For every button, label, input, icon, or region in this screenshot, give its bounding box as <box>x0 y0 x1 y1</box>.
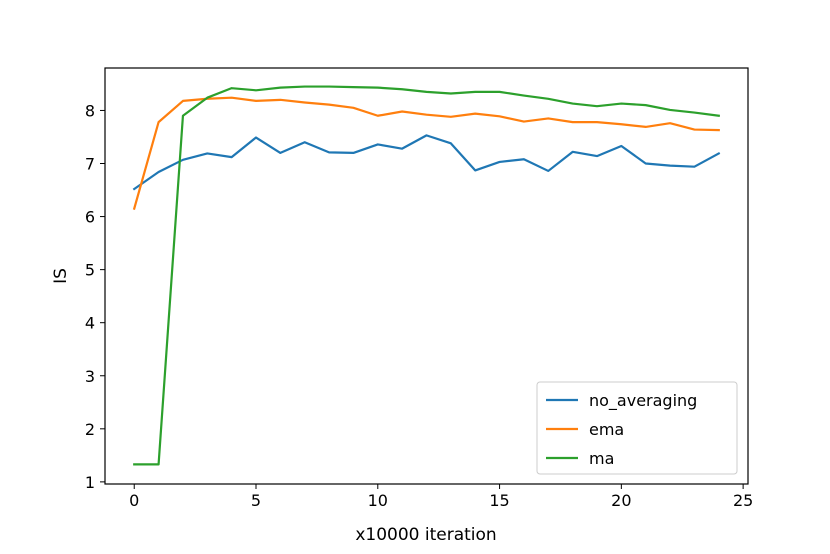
y-tick-label: 2 <box>85 420 95 439</box>
x-tick-label: 10 <box>368 491 388 510</box>
x-tick-label: 0 <box>129 491 139 510</box>
y-axis-label: IS <box>51 268 71 284</box>
y-tick-label: 4 <box>85 314 95 333</box>
y-tick-label: 6 <box>85 208 95 227</box>
legend-label-ma: ma <box>589 449 614 468</box>
x-tick-label: 5 <box>251 491 261 510</box>
x-axis-label: x10000 iteration <box>355 525 496 545</box>
series-line-ma <box>133 85 721 466</box>
y-tick-label: 7 <box>85 155 95 174</box>
y-tick-label: 5 <box>85 261 95 280</box>
series-layer <box>132 85 721 466</box>
series-line-ema <box>132 96 720 210</box>
legend-label-ema: ema <box>589 420 624 439</box>
ticks-layer: 0 5 10 15 20 25 1 2 3 4 5 6 7 8 <box>85 101 753 510</box>
x-tick-label: 20 <box>611 491 631 510</box>
legend-label-no-averaging: no_averaging <box>589 391 697 411</box>
y-tick-label: 8 <box>85 101 95 120</box>
series-line-no-averaging <box>132 134 721 191</box>
y-tick-label: 3 <box>85 367 95 386</box>
y-tick-label: 1 <box>85 473 95 492</box>
legend-box <box>536 381 738 475</box>
x-tick-label: 25 <box>733 491 753 510</box>
plot-frame <box>104 67 749 485</box>
x-tick-label: 15 <box>489 491 509 510</box>
